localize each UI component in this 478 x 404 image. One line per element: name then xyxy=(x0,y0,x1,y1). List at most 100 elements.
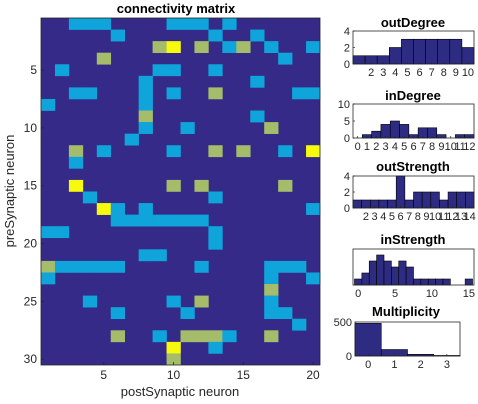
heatmap-title: connectivity matrix xyxy=(117,1,236,16)
out-strength-title: outStrength xyxy=(376,159,450,174)
heatmap-cell xyxy=(110,330,125,343)
heatmap-cell xyxy=(208,330,223,343)
histogram-bar xyxy=(442,278,451,286)
heatmap-cell xyxy=(194,260,209,273)
hist-x-tick-label: 5 xyxy=(389,211,395,223)
heatmap-cell xyxy=(166,87,181,100)
heatmap-cell xyxy=(278,307,293,320)
hist-x-tick-label: 11 xyxy=(438,211,449,223)
heatmap-x-label: postSynaptic neuron xyxy=(121,384,240,399)
hist-y-tick-label: 0 xyxy=(346,351,352,363)
histogram-bar xyxy=(389,120,400,139)
heatmap-cell xyxy=(208,226,223,239)
histogram-bar xyxy=(413,191,423,209)
heatmap-cell xyxy=(194,330,209,343)
histogram-bar xyxy=(352,199,362,209)
heatmap-cell xyxy=(138,87,153,100)
heatmap-cell xyxy=(292,87,307,100)
heatmap-cell xyxy=(96,260,112,273)
hist-x-tick-label: 11 xyxy=(454,141,465,153)
hist-y-tick-label: 500 xyxy=(334,317,352,329)
histogram-bar xyxy=(456,191,466,209)
x-tick-label: 10 xyxy=(167,368,181,382)
hist-y-tick-label: 2 xyxy=(344,187,350,199)
hist-x-tick-label: 12 xyxy=(463,141,475,153)
histogram-bar xyxy=(399,124,410,139)
hist-x-tick-label: 2 xyxy=(363,211,369,223)
hist-y-tick-label: 10 xyxy=(338,99,350,111)
heatmap-cell xyxy=(166,41,181,53)
heatmap-cell xyxy=(222,330,237,343)
hist-x-tick-label: 3 xyxy=(383,141,389,153)
heatmap-cell xyxy=(264,284,279,296)
heatmap-cell xyxy=(208,64,223,77)
heatmap-cell xyxy=(306,145,321,158)
hist-x-tick-label: 10 xyxy=(426,288,438,300)
heatmap-cell xyxy=(124,214,139,227)
heatmap-cell xyxy=(278,260,293,273)
histogram-bar xyxy=(413,278,422,286)
heatmap-cell xyxy=(292,318,307,331)
heatmap-cell xyxy=(138,203,153,215)
heatmap-cell xyxy=(166,353,181,366)
hist-x-tick-label: 9 xyxy=(453,67,459,79)
heatmap-cell xyxy=(68,87,84,100)
hist-y-tick-label: 4 xyxy=(344,26,350,38)
heatmap-cell xyxy=(68,18,84,30)
hist-x-tick-label: 5 xyxy=(392,288,398,300)
heatmap-cell xyxy=(222,18,237,30)
heatmap-cell xyxy=(208,237,223,250)
heatmap-cell xyxy=(180,214,195,227)
heatmap-cell xyxy=(110,260,125,273)
heatmap-cell xyxy=(180,307,195,320)
hist-frame xyxy=(352,248,475,286)
heatmap-frame xyxy=(40,17,321,366)
heatmap-cell xyxy=(278,145,293,158)
hist-x-tick-label: 3 xyxy=(444,359,450,371)
heatmap-cell xyxy=(166,341,181,354)
histogram-bar xyxy=(401,38,414,65)
hist-x-tick-label: 2 xyxy=(373,141,379,153)
hist-frame xyxy=(354,321,461,357)
histogram-bar xyxy=(354,323,382,357)
in-degree-title: inDegree xyxy=(385,88,441,103)
heatmap-x-ticks: 5 10 15 20 xyxy=(100,362,320,382)
x-tick-label: 20 xyxy=(306,368,320,382)
heatmap-y-label: preSynaptic neuron xyxy=(2,135,17,248)
hist-x-tick-label: 7 xyxy=(406,211,412,223)
histogram-bar xyxy=(352,55,366,65)
histogram-bar xyxy=(421,191,432,209)
heatmap-cell xyxy=(250,110,265,123)
heatmap-cell xyxy=(264,307,279,320)
histogram-bar xyxy=(398,260,407,286)
hist-y-tick-label: 4 xyxy=(344,171,350,183)
histogram-bar xyxy=(449,38,463,65)
heatmap-cell xyxy=(96,145,112,158)
heatmap-cell xyxy=(194,41,209,53)
hist-x-tick-label: 15 xyxy=(463,288,475,300)
heatmap-y-ticks: 5 10 15 20 25 30 xyxy=(24,63,44,366)
heatmap-cell xyxy=(208,191,223,204)
heatmap-cell xyxy=(82,191,98,204)
heatmap-cell xyxy=(208,29,223,42)
hist-x-tick-label: 10 xyxy=(462,67,474,79)
heatmap-cell xyxy=(152,330,167,343)
heatmap-cell xyxy=(96,203,112,215)
heatmap-cell xyxy=(68,156,84,169)
heatmap-cell xyxy=(208,145,223,158)
heatmap-cells xyxy=(41,18,321,366)
histogram-bar xyxy=(461,47,475,65)
in-strength-title: inStrength xyxy=(381,232,446,247)
heatmap-cell xyxy=(222,41,237,53)
heatmap-cell xyxy=(41,260,56,273)
heatmap-cell xyxy=(138,98,153,111)
histogram-bar xyxy=(420,278,429,286)
histogram-bar xyxy=(388,47,402,65)
heatmap-cell xyxy=(82,18,98,30)
y-tick-label: 25 xyxy=(24,294,38,308)
heatmap-cell xyxy=(166,179,181,192)
heatmap-cell xyxy=(180,122,195,134)
heatmap-cell xyxy=(96,18,112,30)
